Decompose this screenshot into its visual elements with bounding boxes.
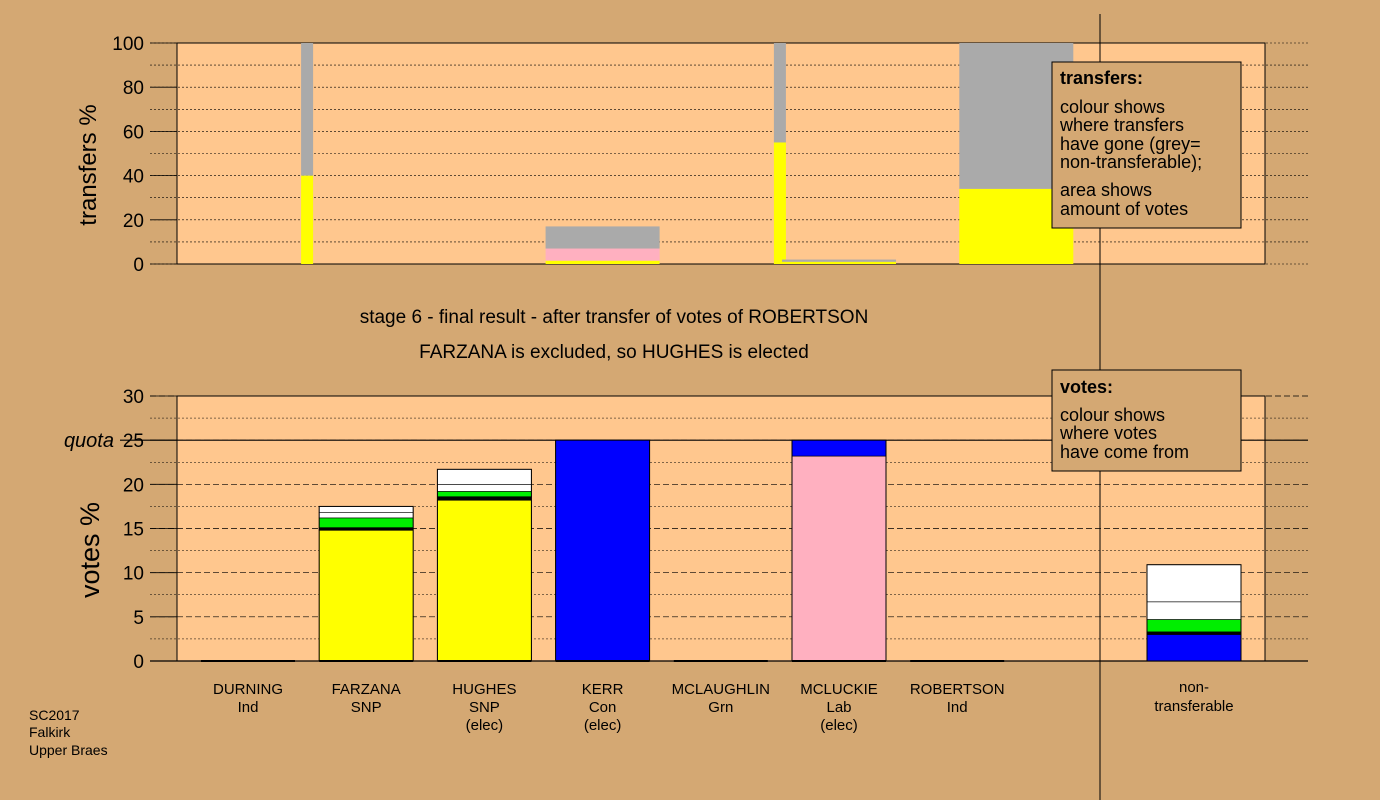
nontransferable-segment xyxy=(1146,631,1242,635)
candidate-status: (elec) xyxy=(820,717,858,734)
transfers-legend-line: colour shows xyxy=(1060,97,1165,117)
nontransferable-segment xyxy=(1146,601,1242,620)
candidate-party: Lab xyxy=(826,699,851,716)
footer-ward: Upper Braes xyxy=(29,742,108,758)
nontransferable-label: transferable xyxy=(1154,698,1233,715)
transfer-segment xyxy=(773,43,786,143)
transfers-legend-line: area shows xyxy=(1060,180,1152,200)
votes-legend-line: colour shows xyxy=(1060,405,1165,425)
candidate-party: SNP xyxy=(351,699,382,716)
transfer-segment xyxy=(782,259,896,262)
votes-tick-label: 25 xyxy=(123,431,144,452)
transfers-bars xyxy=(301,43,1074,264)
transfers-legend-line: where transfers xyxy=(1059,115,1184,135)
footer-election: SC2017 xyxy=(29,707,80,723)
transfers-tick-label: 20 xyxy=(123,211,144,232)
candidate-name: FARZANA xyxy=(332,681,401,698)
quota-label: quota xyxy=(64,430,114,452)
votes-tick-label: 0 xyxy=(133,652,144,673)
transfers-legend: transfers: colour shows where transfers … xyxy=(1051,61,1242,229)
transfers-legend-box xyxy=(1051,61,1242,229)
footer-council: Falkirk xyxy=(29,724,71,740)
nontransferable-segment xyxy=(1146,619,1242,633)
vote-segment xyxy=(318,506,414,513)
votes-legend-line: where votes xyxy=(1059,423,1157,443)
vote-segment xyxy=(437,499,532,662)
votes-legend-line: have come from xyxy=(1060,442,1189,462)
candidate-name: ROBERTSON xyxy=(910,681,1005,698)
candidate-name: MCLAUGHLIN xyxy=(672,681,770,698)
transfer-segment xyxy=(301,175,314,264)
vote-segment xyxy=(318,527,414,531)
transfer-segment xyxy=(301,43,314,176)
votes-legend: votes: colour shows where votes have com… xyxy=(1051,369,1242,472)
candidate-party: Con xyxy=(589,699,617,716)
transfer-segment xyxy=(773,142,786,264)
vote-segment xyxy=(437,496,532,501)
transfers-tick-label: 40 xyxy=(123,167,144,188)
vote-segment xyxy=(791,439,887,457)
candidate-party: Ind xyxy=(238,699,259,716)
votes-y-axis-label: votes % xyxy=(75,502,105,598)
nontransferable-label: non- xyxy=(1179,679,1209,696)
votes-legend-heading: votes: xyxy=(1060,377,1113,397)
candidate-name: MCLUCKIE xyxy=(800,681,878,698)
stage-subtitle: FARZANA is excluded, so HUGHES is electe… xyxy=(419,342,809,363)
transfers-y-ticks: 0 20 40 60 80 100 xyxy=(112,34,177,276)
candidate-party: Ind xyxy=(947,699,968,716)
votes-tick-label: 30 xyxy=(123,387,144,408)
candidate-party: SNP xyxy=(469,699,500,716)
transfer-segment xyxy=(545,226,660,249)
vote-bar-outline xyxy=(1146,564,1242,662)
transfers-legend-heading: transfers: xyxy=(1060,68,1143,88)
votes-tick-label: 5 xyxy=(133,608,144,629)
vote-segment xyxy=(318,517,414,528)
nontransferable-segment xyxy=(1146,634,1242,662)
transfers-tick-label: 0 xyxy=(133,255,144,276)
vote-segment xyxy=(555,439,650,662)
candidate-party: Grn xyxy=(708,699,733,716)
vote-segment xyxy=(437,469,532,485)
vote-segment xyxy=(437,491,532,497)
transfers-legend-line: have gone (grey= xyxy=(1060,134,1201,154)
votes-bars xyxy=(201,439,1242,662)
nontransferable-segment xyxy=(1146,564,1242,603)
candidate-name: DURNING xyxy=(213,681,283,698)
transfers-tick-label: 80 xyxy=(123,78,144,99)
candidate-status: (elec) xyxy=(584,717,622,734)
vote-segment xyxy=(318,512,414,519)
transfers-y-axis-label: transfers % xyxy=(75,104,102,225)
transfers-tick-label: 60 xyxy=(123,122,144,143)
candidate-name: KERR xyxy=(582,681,624,698)
stage-title: stage 6 - final result - after transfer … xyxy=(360,307,869,328)
votes-tick-label: 10 xyxy=(123,564,144,585)
vote-segment xyxy=(437,484,532,492)
candidate-labels: DURNINGIndFARZANASNPHUGHESSNP(elec)KERRC… xyxy=(213,679,1234,734)
votes-y-ticks: 0 5 10 15 20 25 30 xyxy=(123,387,177,673)
transfers-tick-label: 100 xyxy=(112,34,144,55)
transfer-segment xyxy=(545,248,660,261)
transfer-segment xyxy=(545,260,660,264)
votes-legend-box xyxy=(1051,369,1242,472)
transfer-segment xyxy=(782,261,896,264)
candidate-status: (elec) xyxy=(466,717,504,734)
vote-segment xyxy=(791,455,887,662)
candidate-name: HUGHES xyxy=(452,681,516,698)
votes-tick-label: 15 xyxy=(123,520,144,541)
transfers-legend-line: non-transferable); xyxy=(1060,152,1202,172)
transfers-legend-line: amount of votes xyxy=(1060,199,1188,219)
vote-segment xyxy=(318,529,414,662)
votes-tick-label: 20 xyxy=(123,475,144,496)
